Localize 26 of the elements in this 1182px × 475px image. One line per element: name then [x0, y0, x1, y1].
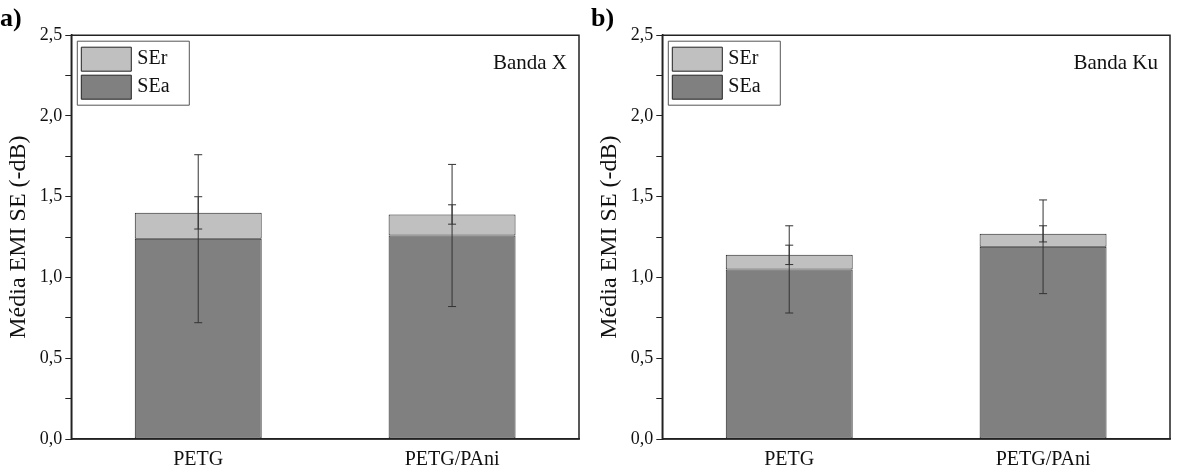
- y-tick-label: 1,5: [630, 185, 654, 206]
- y-axis-title: Média EMI SE (-dB): [3, 135, 30, 339]
- y-tick-label: 2,5: [39, 23, 63, 44]
- chart-title: a): [0, 3, 22, 33]
- legend-label: SEr: [728, 46, 759, 69]
- y-tick-label: 2,5: [630, 23, 654, 44]
- x-tick-label: PETG/PAni: [404, 447, 500, 470]
- y-tick-label: 1,0: [39, 266, 63, 287]
- y-tick-label: 2,0: [39, 104, 63, 125]
- legend-label: SEr: [137, 46, 168, 69]
- annotation: Banda Ku: [1073, 50, 1159, 75]
- y-tick-label: 0,5: [630, 346, 654, 367]
- y-tick-label: 0,0: [39, 427, 63, 448]
- x-tick-label: PETG: [764, 447, 815, 470]
- y-tick-label: 0,0: [630, 427, 654, 448]
- legend-label: SEa: [137, 74, 170, 97]
- y-tick-label: 1,5: [39, 185, 63, 206]
- y-tick-label: 1,0: [630, 266, 654, 287]
- legend-label: SEa: [728, 74, 761, 97]
- annotation: Banda X: [492, 50, 567, 75]
- y-tick-label: 0,5: [39, 346, 63, 367]
- y-tick-label: 2,0: [630, 104, 654, 125]
- x-tick-label: PETG/PAni: [995, 447, 1091, 470]
- y-axis-title: Média EMI SE (-dB): [594, 135, 621, 339]
- x-tick-label: PETG: [173, 447, 224, 470]
- chart-title: b): [591, 3, 615, 33]
